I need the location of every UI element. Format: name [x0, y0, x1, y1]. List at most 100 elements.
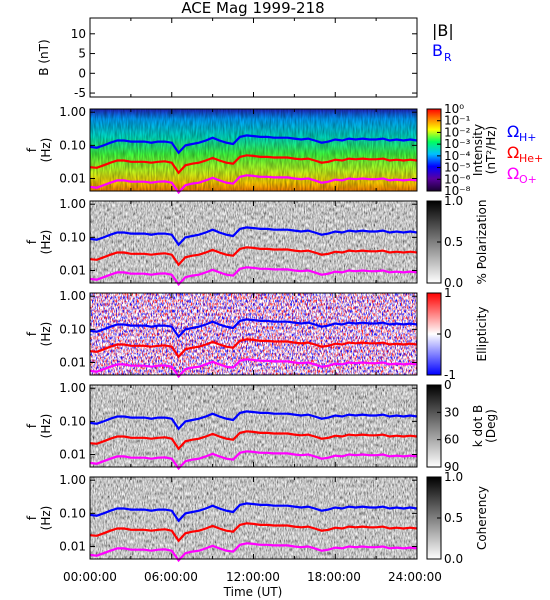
- y-tick-label: 0.10: [59, 414, 86, 428]
- legend-hplus-sub: H+: [519, 131, 537, 144]
- hplus-gyro-line: [89, 226, 418, 247]
- colorbar-tick-label: 0.0: [444, 276, 463, 290]
- hplus-gyro-line: [89, 502, 418, 523]
- colorbar-tick-label: 10⁻²: [444, 125, 471, 139]
- colorbar-tick-label: 1.0: [444, 194, 463, 208]
- y-tick-label: 10: [71, 27, 86, 41]
- colorbar-label: Coherency: [475, 486, 489, 550]
- x-tick-label: 24:00:00: [388, 570, 442, 584]
- colorbar-tick-label: 0.5: [444, 511, 463, 525]
- colorbar-tick-label: 1: [444, 286, 452, 300]
- y-axis-label: (Hz): [39, 322, 53, 347]
- colorbar-tick-label: 10⁻³: [444, 137, 471, 151]
- oplus-gyro-line: [89, 450, 418, 471]
- ion-legend: Ω H+ Ω He+ Ω O+: [507, 122, 543, 186]
- colorbar-label: Ellipticity: [475, 307, 489, 362]
- y-axis-label: (Hz): [39, 414, 53, 439]
- y-tick-label: 0.10: [59, 322, 86, 336]
- spectrogram-texture: [90, 201, 417, 283]
- legend-heplus: Ω: [507, 143, 519, 162]
- y-axis-label: f: [25, 331, 39, 336]
- y-tick-label: 1.00: [59, 289, 86, 303]
- plot-frame: [89, 17, 418, 98]
- colorbar-tick-label: 10⁻⁴: [444, 149, 471, 163]
- y-tick-label: 1.00: [59, 381, 86, 395]
- heplus-gyro-line: [89, 338, 418, 359]
- y-tick-label: 0.10: [59, 230, 86, 244]
- colorbar-tick-label: 1.0: [444, 470, 463, 484]
- colorbar-label: (Deg): [484, 409, 498, 443]
- y-tick-label: 0.10: [59, 506, 86, 520]
- legend-oplus-sub: O+: [519, 173, 537, 186]
- hplus-gyro-line: [89, 318, 418, 339]
- oplus-gyro-line: [89, 266, 418, 287]
- colorbar-tick-label: -1: [444, 368, 456, 382]
- colorbar-tick-label: 90: [444, 460, 459, 474]
- colorbar-tick-label: 0: [444, 378, 452, 392]
- colorbar-label: k dot B: [471, 405, 485, 447]
- spectrogram-texture: [90, 109, 417, 191]
- y-tick-label: 1.00: [59, 473, 86, 487]
- x-tick-label: 00:00:00: [63, 570, 117, 584]
- legend-radial: B: [432, 41, 443, 60]
- hplus-gyro-line: [89, 134, 418, 155]
- x-tick-label: 18:00:00: [307, 570, 361, 584]
- y-axis-label: f: [25, 239, 39, 244]
- colorbar-tick-label: 10⁰: [444, 102, 464, 116]
- x-tick-label: 12:00:00: [226, 570, 280, 584]
- oplus-gyro-line: [89, 358, 418, 379]
- colorbar-tick-label: 0: [444, 327, 452, 341]
- y-tick-label: 0.01: [59, 172, 86, 186]
- heplus-gyro-line: [89, 522, 418, 543]
- hplus-gyro-line: [89, 410, 418, 431]
- y-axis-label: f: [25, 423, 39, 428]
- colorbar-tick-label: 0.5: [444, 235, 463, 249]
- x-axis-label: Time (UT): [223, 585, 283, 599]
- y-axis-label: (Hz): [39, 230, 53, 255]
- colorbar-label: Intensity: [471, 124, 485, 176]
- colorbar-tick-label: 10⁻¹: [444, 114, 471, 128]
- heplus-gyro-line: [89, 246, 418, 267]
- heplus-gyro-line: [89, 430, 418, 451]
- y-axis-label: f: [25, 515, 39, 520]
- y-tick-label: 5: [78, 47, 86, 61]
- y-tick-label: 0.10: [59, 138, 86, 152]
- heplus-gyro-line: [89, 154, 418, 175]
- colorbar: [426, 384, 442, 468]
- colorbar-label: % Polarization: [475, 200, 489, 285]
- y-axis-label: B (nT): [37, 39, 51, 75]
- time-axis: 00:00:00 06:00:00 12:00:00 18:00:00 24:0…: [63, 570, 442, 599]
- spectrogram-texture: [90, 385, 417, 467]
- y-axis-label: (Hz): [39, 506, 53, 531]
- y-tick-label: 0.01: [59, 356, 86, 370]
- colorbar-tick-label: 60: [444, 433, 459, 447]
- field-legend: |B| B R: [432, 21, 454, 64]
- legend-magnitude: |B|: [432, 21, 454, 40]
- y-tick-label: 1.00: [59, 197, 86, 211]
- spectrogram-texture: [90, 477, 417, 559]
- chart-title: ACE Mag 1999-218: [181, 0, 324, 17]
- colorbar-tick-label: 0.0: [444, 552, 463, 566]
- y-axis-label: f: [25, 147, 39, 152]
- y-tick-label: -5: [74, 86, 86, 100]
- colorbar-tick-label: 30: [444, 405, 459, 419]
- legend-radial-sub: R: [444, 51, 452, 64]
- spectrogram-texture: [90, 293, 417, 375]
- colorbar-tick-label: 10⁻⁶: [444, 172, 471, 186]
- colorbar-label: (nT²/Hz): [484, 126, 498, 174]
- y-tick-label: 1.00: [59, 105, 86, 119]
- x-tick-label: 06:00:00: [144, 570, 198, 584]
- y-tick-label: 0: [78, 66, 86, 80]
- oplus-gyro-line: [89, 174, 418, 195]
- legend-heplus-sub: He+: [519, 152, 543, 165]
- oplus-gyro-line: [89, 542, 418, 563]
- y-axis-label: (Hz): [39, 138, 53, 163]
- y-tick-label: 0.01: [59, 448, 86, 462]
- legend-oplus: Ω: [507, 164, 519, 183]
- colorbar-tick-label: 10⁻⁵: [444, 161, 471, 175]
- y-tick-label: 0.01: [59, 264, 86, 278]
- colorbar-tick-label: 10⁻⁸: [444, 184, 471, 198]
- colorbar: [426, 108, 442, 192]
- legend-hplus: Ω: [507, 122, 519, 141]
